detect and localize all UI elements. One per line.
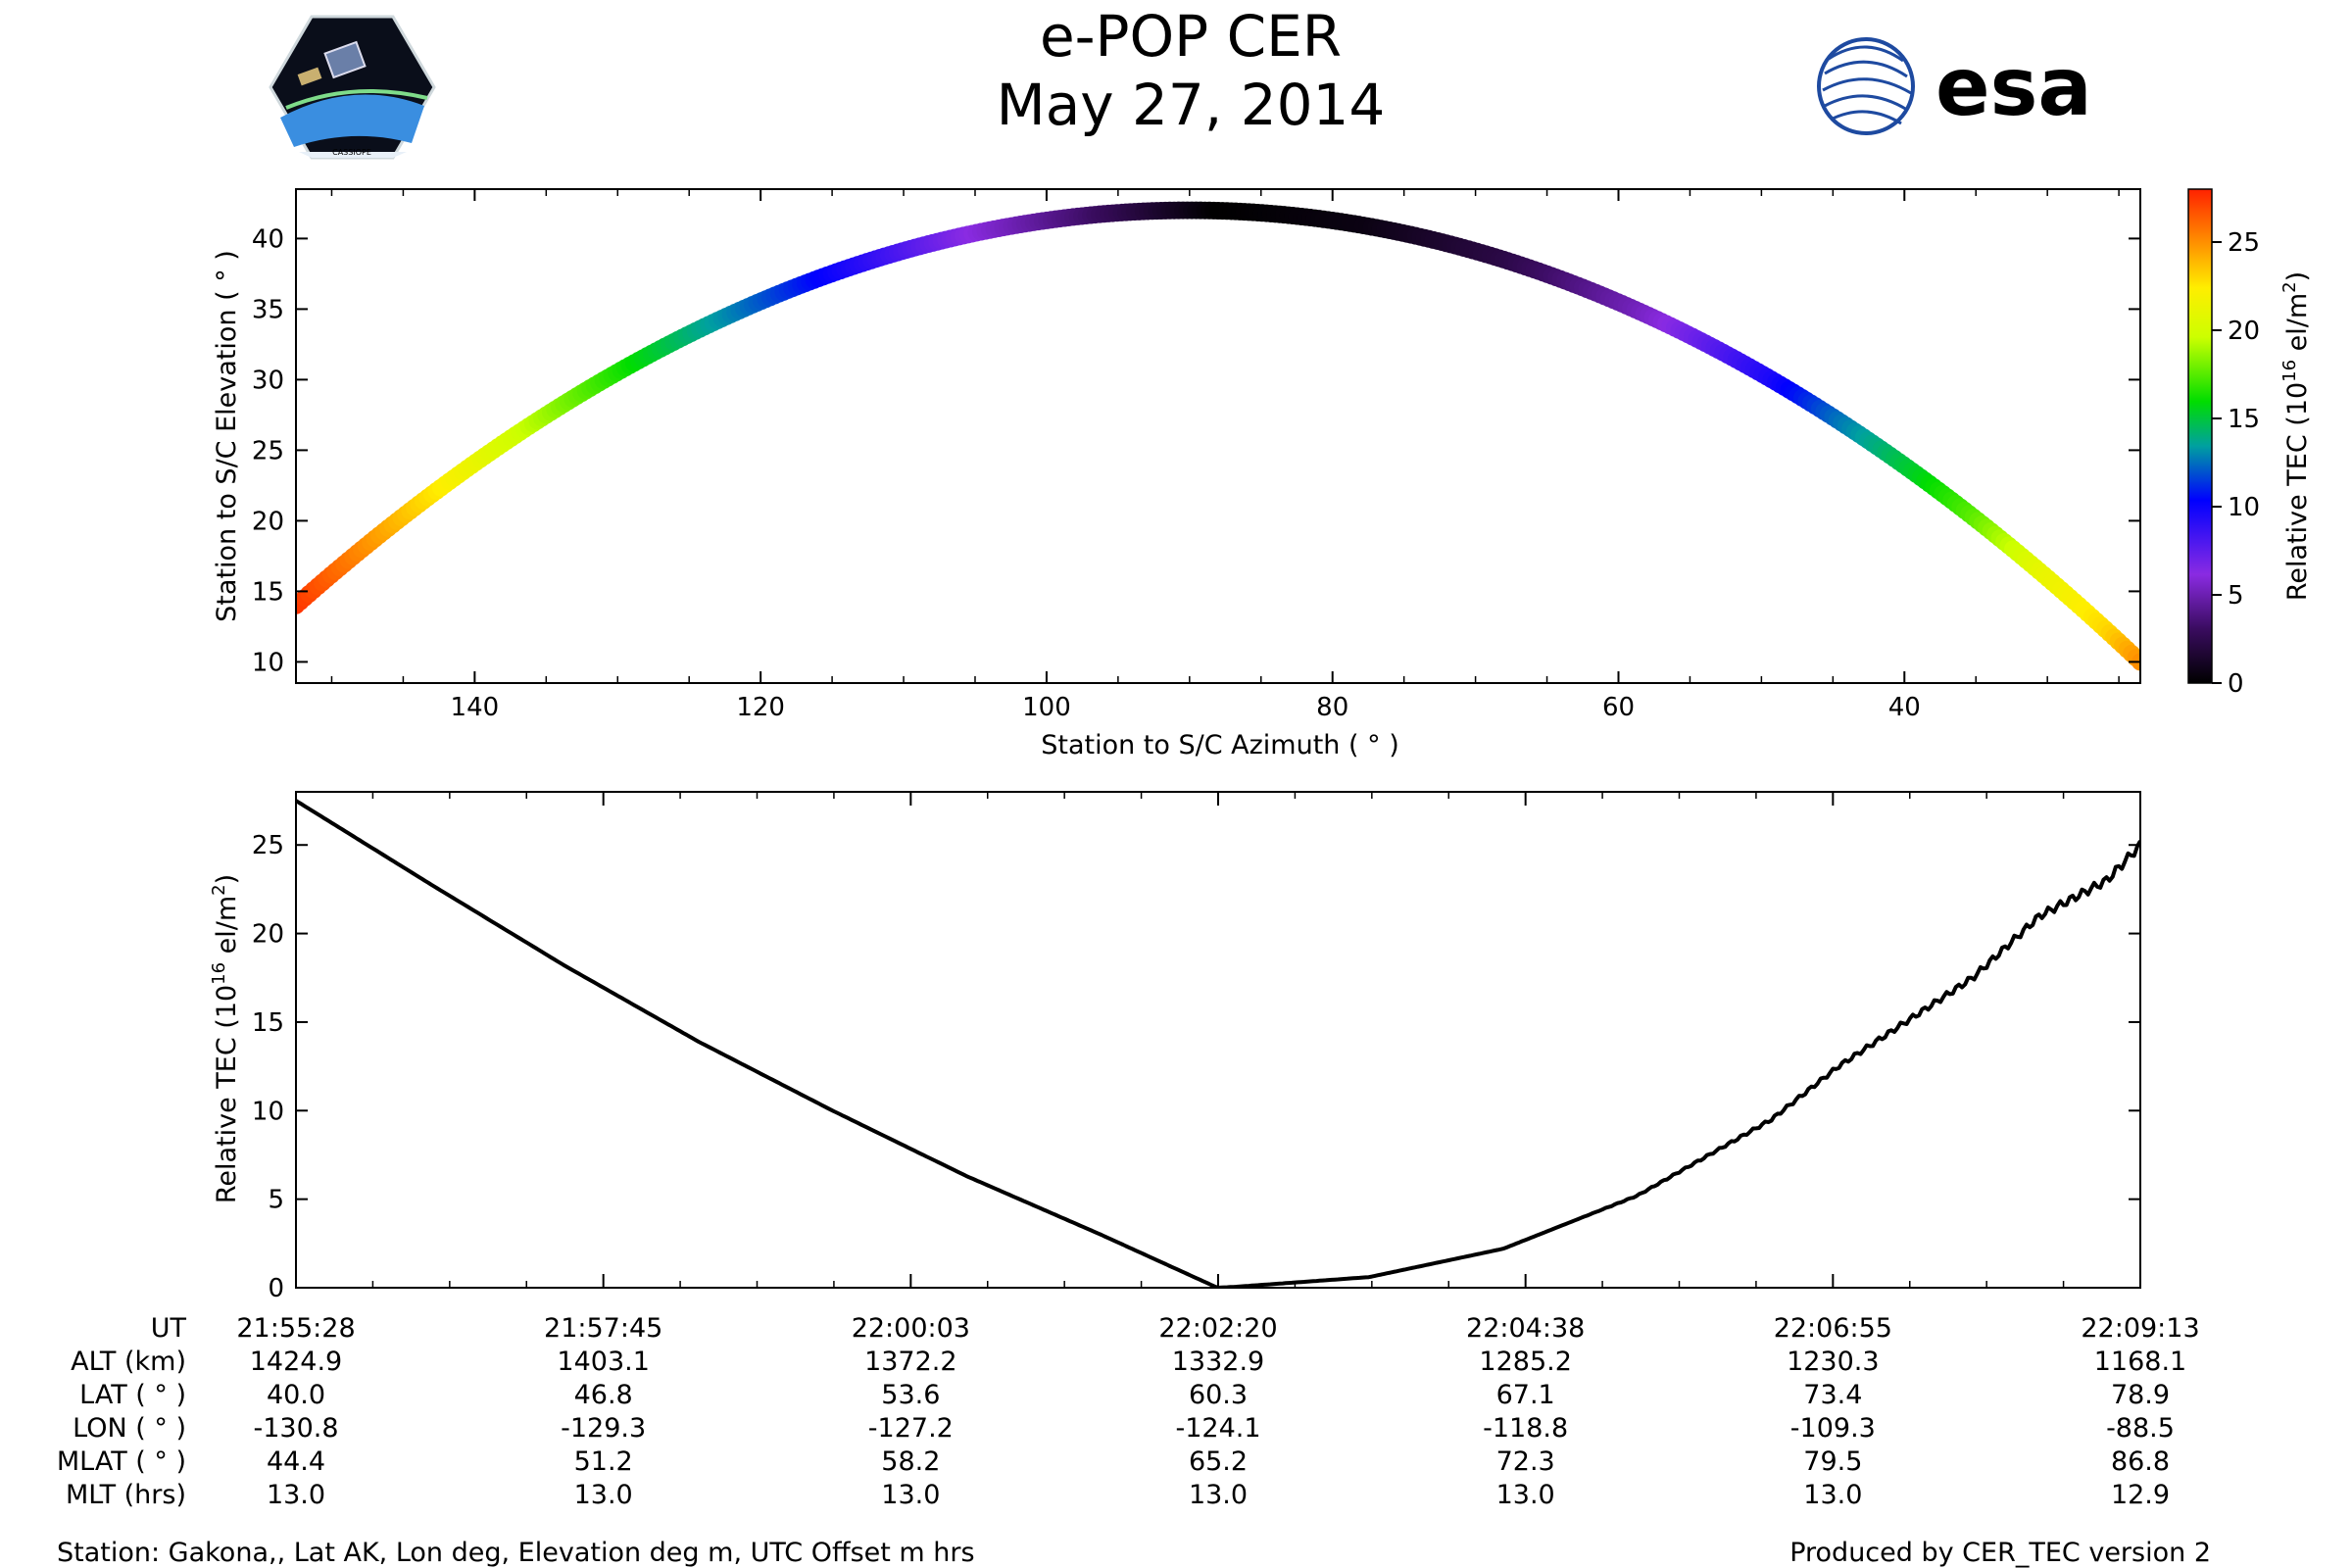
ephemeris-cell: 46.8 [574,1380,633,1410]
ephemeris-cell: 1403.1 [557,1347,649,1377]
ephemeris-cell: 1285.2 [1479,1347,1571,1377]
ephemeris-cell: 40.0 [267,1380,325,1410]
ephemeris-cell: 44.4 [267,1446,325,1477]
top-x-tick-label: 80 [1316,693,1348,722]
ephemeris-cell: 65.2 [1189,1446,1248,1477]
ephemeris-cell: 78.9 [2111,1380,2170,1410]
ephemeris-cell: 79.5 [1803,1446,1862,1477]
bottom-axis-ticks: 0 5 10 15 20 25 [252,792,2141,1303]
ephemeris-cell: 1332.9 [1172,1347,1264,1377]
ephemeris-cell: -118.8 [1483,1413,1568,1444]
ephemeris-cell: 21:57:45 [544,1313,662,1344]
top-y-tick-label: 30 [252,366,284,395]
bottom-y-tick-label: 25 [252,831,284,860]
ephemeris-cell: 22:06:55 [1774,1313,1892,1344]
bottom-plot: 0 5 10 15 20 25 Relative TEC (1016 el/m2) [209,791,2141,1303]
top-y-tick-label: 10 [252,648,284,677]
ephemeris-row-label: MLAT ( ° ) [57,1446,186,1477]
ephemeris-cell: 53.6 [881,1380,940,1410]
tec-series-line [296,799,2140,1288]
ephemeris-cell: 1168.1 [2094,1347,2186,1377]
figure-title: e-POP CER [1040,3,1342,70]
figure-date: May 27, 2014 [997,72,1386,138]
top-y-tick-label: 15 [252,577,284,607]
top-plot-frame [295,188,2141,684]
ephemeris-cell: 13.0 [1803,1480,1862,1510]
ephemeris-cell: 22:00:03 [852,1313,970,1344]
colorbar-tick-label: 25 [2228,228,2260,258]
bottom-y-tick-label: 0 [268,1274,284,1303]
esa-logo-text: esa [1936,41,2092,134]
colorbar: 0 5 10 15 20 25 Relative TEC (1016 el/m2) [2187,188,2313,699]
ephemeris-cell: 22:02:20 [1158,1313,1277,1344]
ephemeris-cell: -88.5 [2106,1413,2175,1444]
colorbar-label: Relative TEC (1016 el/m2) [2279,271,2313,601]
colorbar-ticks: 0 5 10 15 20 25 [2212,228,2260,699]
colorbar-tick-label: 5 [2228,581,2244,611]
top-x-tick-label: 40 [1888,693,1921,722]
ephemeris-cell: 72.3 [1496,1446,1555,1477]
ephemeris-cell: 1372.2 [864,1347,956,1377]
top-x-tick-label: 60 [1602,693,1635,722]
ephemeris-cell: -130.8 [253,1413,338,1444]
top-y-tick-label: 25 [252,436,284,466]
ephemeris-row-label: LON ( ° ) [73,1413,186,1444]
bottom-plot-frame [295,791,2141,1289]
station-info: Station: Gakona,, Lat AK, Lon deg, Eleva… [57,1538,975,1568]
ephemeris-cell: 1230.3 [1787,1347,1879,1377]
ephemeris-cell: -129.3 [561,1413,646,1444]
ephemeris-cell: -127.2 [868,1413,954,1444]
bottom-y-tick-label: 20 [252,920,284,950]
top-axis-ticks: 140 120 100 80 60 40 10 15 20 25 30 35 40 [252,189,2140,722]
produced-by: Produced by CER_TEC version 2 [1789,1538,2211,1568]
cassiope-logo-text: CASSIOPE [332,148,371,157]
bottom-y-tick-label: 5 [268,1186,284,1215]
ephemeris-cell: 12.9 [2111,1480,2170,1510]
ephemeris-row-label: UT [151,1313,187,1344]
ephemeris-cell: 67.1 [1496,1380,1555,1410]
top-x-axis-label: Station to S/C Azimuth ( ° ) [1041,730,1399,760]
ephemeris-row-label: MLT (hrs) [66,1480,186,1510]
ephemeris-row-label: ALT (km) [71,1347,186,1377]
ephemeris-cell: 51.2 [574,1446,633,1477]
colorbar-tick-label: 10 [2228,493,2260,522]
top-y-tick-label: 35 [252,295,284,324]
ephemeris-cell: 1424.9 [250,1347,342,1377]
colorbar-tick-label: 15 [2228,405,2260,434]
ephemeris-cell: 13.0 [881,1480,940,1510]
top-x-tick-label: 140 [451,693,500,722]
ephemeris-cell: 86.8 [2111,1446,2170,1477]
ephemeris-row-label: LAT ( ° ) [79,1380,186,1410]
ephemeris-cell: -124.1 [1175,1413,1260,1444]
bottom-y-tick-label: 15 [252,1008,284,1038]
ephemeris-cell: 13.0 [574,1480,633,1510]
colorbar-tick-label: 0 [2228,669,2244,699]
ephemeris-cell: 13.0 [267,1480,325,1510]
ephemeris-cell: 13.0 [1189,1480,1248,1510]
ephemeris-cell: 22:09:13 [2081,1313,2199,1344]
colorbar-gradient [2187,188,2213,684]
ephemeris-cell: 13.0 [1496,1480,1555,1510]
top-plot: 140 120 100 80 60 40 10 15 20 25 30 35 40 Station to… [212,188,2141,760]
ephemeris-cell: -109.3 [1790,1413,1876,1444]
ephemeris-cell: 60.3 [1189,1380,1248,1410]
track-points [296,201,2140,671]
colorbar-tick-label: 20 [2228,317,2260,346]
bottom-y-tick-label: 10 [252,1097,284,1126]
bottom-y-axis-label: Relative TEC (1016 el/m2) [209,874,242,1203]
top-y-tick-label: 20 [252,507,284,536]
ephemeris-cell: 22:04:38 [1466,1313,1585,1344]
ephemeris-cell: 21:55:28 [236,1313,355,1344]
cassiope-logo: CASSIOPE [269,15,436,160]
ephemeris-cell: 73.4 [1803,1380,1862,1410]
top-x-tick-label: 120 [736,693,785,722]
top-y-axis-label: Station to S/C Elevation ( ° ) [212,250,242,622]
esa-logo: esa [1817,37,2092,135]
ephemeris-cell: 58.2 [881,1446,940,1477]
top-y-tick-label: 40 [252,224,284,254]
top-x-tick-label: 100 [1022,693,1071,722]
